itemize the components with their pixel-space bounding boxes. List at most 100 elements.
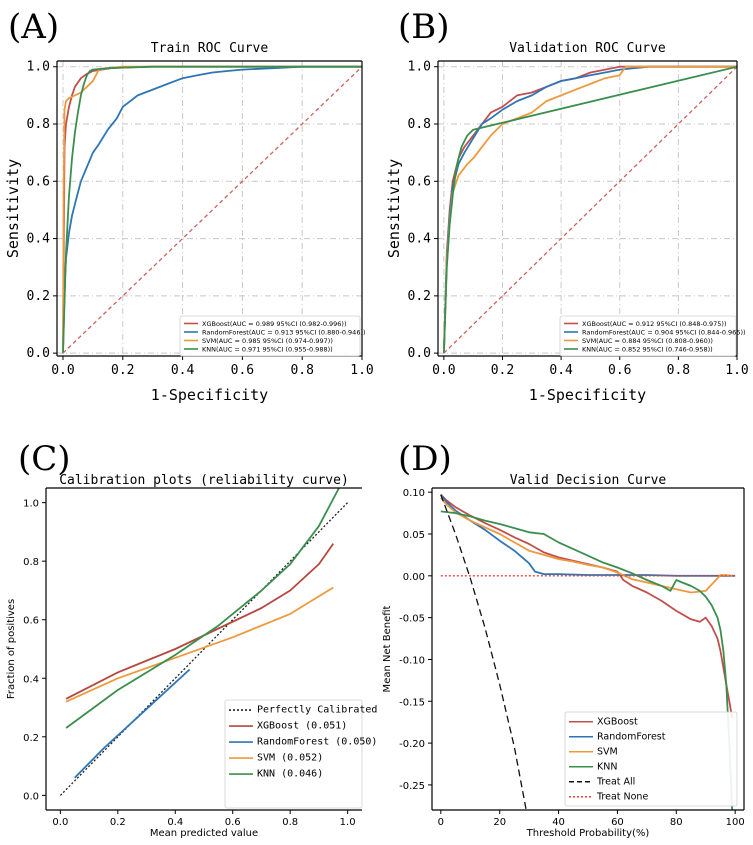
legend-entry: XGBoost (0.051) bbox=[257, 721, 347, 732]
y-tick-label: 0.05 bbox=[403, 530, 425, 541]
x-tick-label: 0.4 bbox=[549, 363, 573, 378]
x-tick-label: 1.0 bbox=[725, 363, 748, 378]
y-tick-label: -0.05 bbox=[399, 614, 425, 625]
series-line-knn bbox=[65, 487, 340, 729]
x-tick-label: 1.0 bbox=[340, 817, 356, 828]
x-tick-label: 80 bbox=[670, 817, 683, 828]
series-line-knn bbox=[62, 65, 362, 354]
x-tick-label: 20 bbox=[493, 817, 506, 828]
legend-entry: XGBoost(AUC = 0.989 95%CI (0.982-0.996)) bbox=[202, 320, 347, 328]
y-tick-label: 0.0 bbox=[27, 346, 50, 361]
y-tick-label: -0.25 bbox=[399, 781, 425, 792]
series-line-svm bbox=[65, 586, 334, 703]
legend: XGBoost(AUC = 0.989 95%CI (0.982-0.996))… bbox=[179, 315, 366, 357]
legend: XGBoost RandomForest SVM KNN Treat All Treat … bbox=[564, 711, 738, 807]
series-line-chance bbox=[62, 66, 362, 354]
series-line-knn bbox=[440, 510, 734, 810]
y-tick-label: 0.6 bbox=[27, 174, 50, 189]
series-line-knn bbox=[443, 65, 737, 354]
y-tick-label: 0.2 bbox=[27, 289, 50, 304]
legend-entry: KNN bbox=[597, 761, 617, 772]
x-tick-label: 0.8 bbox=[667, 363, 690, 378]
legend-entry: KNN (0.046) bbox=[257, 769, 323, 780]
series-line-xgboost bbox=[65, 543, 335, 700]
panel-b: (B) Validation ROC Curve 0.0 0.2 0.4 0.6 0.8 1.… bbox=[385, 7, 749, 404]
x-tick-label: 0.4 bbox=[171, 363, 195, 378]
legend-entry: SVM bbox=[597, 746, 618, 757]
panel-label: (D) bbox=[398, 439, 452, 479]
x-tick-label: 0.2 bbox=[111, 363, 134, 378]
y-tick-label: -0.10 bbox=[399, 655, 425, 666]
x-tick-label: 0.2 bbox=[491, 363, 514, 378]
y-tick-label: 0.4 bbox=[23, 674, 39, 685]
y-axis-label: Fraction of positives bbox=[6, 599, 17, 699]
x-axis-label: 1-Specificity bbox=[151, 386, 268, 404]
x-tick-label: 0.8 bbox=[282, 817, 298, 828]
y-tick-label: 1.0 bbox=[23, 499, 39, 510]
y-tick-label: -0.20 bbox=[399, 739, 425, 750]
x-tick-label: 100 bbox=[726, 817, 745, 828]
x-tick-label: 40 bbox=[552, 817, 565, 828]
panel-label: (C) bbox=[18, 439, 71, 479]
x-tick-label: 0.8 bbox=[290, 363, 313, 378]
legend-entry: SVM(AUC = 0.884 95%CI (0.808-0.960)) bbox=[582, 337, 713, 345]
y-tick-label: 0.0 bbox=[408, 346, 431, 361]
y-tick-label: 0.6 bbox=[408, 174, 431, 189]
legend-entry: RandomForest (0.050) bbox=[257, 737, 377, 748]
legend-box bbox=[179, 315, 361, 357]
panel-label: (B) bbox=[398, 7, 450, 47]
x-axis-label: Mean predicted value bbox=[150, 828, 258, 839]
legend-entry: RandomForest(AUC = 0.913 95%CI (0.880-0.… bbox=[202, 328, 366, 336]
x-tick-label: 60 bbox=[611, 817, 624, 828]
legend-box bbox=[559, 315, 737, 357]
legend-entry: Perfectly Calibrated bbox=[257, 705, 377, 716]
x-tick-label: 0.0 bbox=[52, 817, 68, 828]
x-tick-label: 0.6 bbox=[608, 363, 631, 378]
panel-c: (C)Calibration plots (reliability curve)… bbox=[6, 439, 377, 839]
y-tick-label: -0.15 bbox=[399, 697, 425, 708]
y-axis-label: Mean Net Benefit bbox=[382, 605, 393, 692]
y-tick-label: 0.4 bbox=[27, 232, 51, 247]
y-tick-label: 1.0 bbox=[27, 60, 50, 75]
y-tick-label: 0.8 bbox=[23, 557, 39, 568]
y-tick-label: 0.2 bbox=[408, 289, 431, 304]
y-tick-label: 0.10 bbox=[403, 488, 425, 499]
legend: XGBoost(AUC = 0.912 95%CI (0.848-0.975))… bbox=[559, 315, 746, 357]
x-tick-label: 0.2 bbox=[110, 817, 126, 828]
x-tick-label: 0.6 bbox=[225, 817, 241, 828]
x-tick-label: 0 bbox=[438, 817, 444, 828]
panel-label: (A) bbox=[8, 7, 59, 47]
y-tick-label: 0.8 bbox=[27, 117, 50, 132]
x-tick-label: 0.0 bbox=[432, 363, 455, 378]
x-tick-label: 1.0 bbox=[350, 363, 373, 378]
x-axis-label: 1-Specificity bbox=[529, 386, 646, 404]
series-line-svm bbox=[440, 497, 733, 594]
legend-entry: XGBoost(AUC = 0.912 95%CI (0.848-0.975)) bbox=[582, 320, 727, 328]
legend-entry: XGBoost bbox=[597, 716, 638, 727]
panel-a: (A) Train ROC Curve 0.0 0.2 0.4 0.6 0.8 1.0 0.0 0… bbox=[4, 7, 374, 404]
y-axis-label: Sensitivity bbox=[385, 159, 403, 258]
legend-entry: KNN(AUC = 0.971 95%CI (0.955-0.988)) bbox=[202, 345, 333, 353]
chart-title: Calibration plots (reliability curve) bbox=[59, 473, 349, 488]
series-line-randomforest bbox=[62, 65, 362, 354]
legend-entry: Treat All bbox=[596, 776, 635, 787]
legend-entry: SVM (0.052) bbox=[257, 753, 323, 764]
panel-d: (D) Valid Decision Curve 0 20 40 60 80 100 0.10 0… bbox=[382, 439, 745, 839]
legend-entry: Treat None bbox=[596, 791, 648, 802]
series-line-xgboost bbox=[440, 494, 734, 719]
series-line-chance bbox=[443, 66, 737, 354]
x-axis-label: Threshold Probability(%) bbox=[526, 828, 650, 839]
x-tick-label: 0.6 bbox=[231, 363, 254, 378]
chart-title: Valid Decision Curve bbox=[510, 473, 667, 488]
legend-box bbox=[564, 711, 738, 807]
chart-title: Train ROC Curve bbox=[151, 41, 269, 56]
legend-entry: KNN(AUC = 0.852 95%CI (0.746-0.958)) bbox=[582, 345, 713, 353]
y-tick-label: 0.4 bbox=[408, 232, 432, 247]
series-line-randomforest bbox=[74, 668, 191, 779]
x-tick-label: 0.0 bbox=[51, 363, 74, 378]
series-line-xgboost bbox=[443, 65, 737, 354]
y-tick-label: 0.2 bbox=[23, 733, 39, 744]
x-tick-label: 0.4 bbox=[167, 817, 183, 828]
legend-entry: SVM(AUC = 0.985 95%CI (0.974-0.997)) bbox=[202, 337, 333, 345]
